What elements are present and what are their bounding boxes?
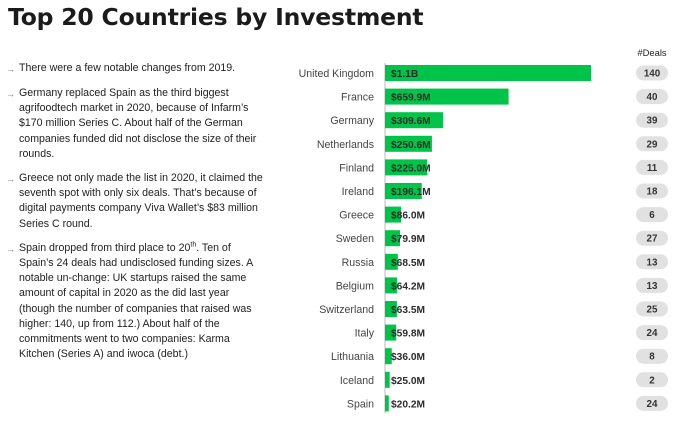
deals-pill [636,112,668,128]
deals-header: #Deals [637,47,666,58]
deals-count: 25 [647,305,658,316]
bar-value-label: $1.1B [391,69,418,80]
country-label: Italy [355,328,375,340]
country-label: Belgium [336,280,374,292]
note-text: Germany replaced Spain as the third bigg… [19,87,257,160]
bar [385,277,398,294]
deals-count: 29 [647,139,658,150]
bar [385,324,397,341]
country-label: Spain [347,398,374,410]
deals-count: 6 [649,210,655,221]
deals-count: 2 [649,375,655,386]
note-text: Spain dropped from third place to 20th. … [19,241,268,363]
note-item: → Spain dropped from third place to 20th… [6,241,268,363]
country-label: Netherlands [317,139,374,151]
bar-value-label: $86.0M [391,211,425,222]
bar-value-label: $196.1M [391,187,431,198]
country-label: Lithuania [331,351,374,363]
arrow-right-icon: → [6,64,15,74]
deals-pill [636,136,668,152]
deals-count: 27 [647,234,658,245]
deals-pill [636,348,668,364]
deals-pill [636,89,668,105]
arrow-right-icon: → [6,243,15,254]
country-label: Russia [342,257,374,269]
note-text-start: Spain dropped from third place to 20 [19,241,191,254]
bar [385,159,428,176]
country-label: United Kingdom [299,68,375,80]
bar [385,371,390,388]
chart-title: Top 20 Countries by Investment [8,3,424,31]
bar-value-label: $63.5M [391,305,425,316]
bar-value-label: $225.0M [391,163,431,174]
deals-count: 13 [647,257,658,268]
deals-count: 18 [647,187,658,198]
country-label: France [341,92,374,104]
deals-pill [636,230,668,246]
country-label: Finland [339,162,374,174]
country-label: Switzerland [319,304,374,316]
deals-pill [636,65,668,81]
deals-pill [636,325,668,341]
bar-value-label: $659.9M [391,93,431,104]
bar-value-label: $309.6M [391,116,431,127]
deals-count: 13 [647,281,658,292]
bar-value-label: $64.2M [391,281,425,292]
note-superscript: th [190,241,197,249]
country-label: Sweden [336,233,374,245]
bar-value-label: $79.9M [391,234,425,245]
bar [385,135,432,152]
notes-list: → There were a few notable changes from … [6,61,268,371]
bar-value-label: $20.2M [391,399,425,410]
deals-count: 39 [647,116,658,127]
arrow-right-icon: → [6,89,15,99]
note-text: There were a few notable changes from 20… [19,62,236,74]
deals-pill [636,301,668,317]
bar [385,112,443,129]
note-text-end: . Ten of Spain’s 24 deals had undisclose… [19,241,253,361]
bar [385,206,402,223]
country-label: Iceland [340,375,374,387]
note-item: → Greece not only made the list in 2020,… [6,171,268,232]
deals-pill [636,159,668,175]
country-label: Greece [339,210,374,222]
country-label: Germany [330,115,374,127]
deals-count: 11 [647,163,658,174]
deals-pill [636,207,668,223]
bar [385,65,591,81]
deals-pill [636,277,668,293]
deals-pill [636,395,668,411]
note-text: Greece not only made the list in 2020, i… [19,172,263,230]
bar [385,348,392,365]
deals-pill [636,254,668,270]
bar-value-label: $25.0M [391,376,425,387]
deals-count: 24 [647,328,658,339]
deals-count: 140 [644,69,661,80]
note-item: → There were a few notable changes from … [6,61,268,77]
country-label: Ireland [342,186,374,198]
deals-count: 40 [647,92,658,103]
bar [385,301,397,317]
deals-pill [636,183,668,199]
arrow-right-icon: → [6,174,15,185]
bar [385,395,389,412]
note-item: → Germany replaced Spain as the third bi… [6,86,268,162]
bar-value-label: $59.8M [391,329,425,340]
deals-pill [636,372,668,388]
bar [385,88,509,105]
bar [385,183,422,199]
bar [385,230,400,247]
bar-value-label: $250.6M [391,140,431,151]
bar [385,253,398,270]
deals-count: 24 [647,399,658,410]
bar-value-label: $36.0M [391,352,425,363]
bar-chart: #Deals United Kingdom $1.1B 140 France $659.… [299,47,668,414]
deals-count: 8 [649,352,655,363]
bar-value-label: $68.5M [391,258,425,269]
